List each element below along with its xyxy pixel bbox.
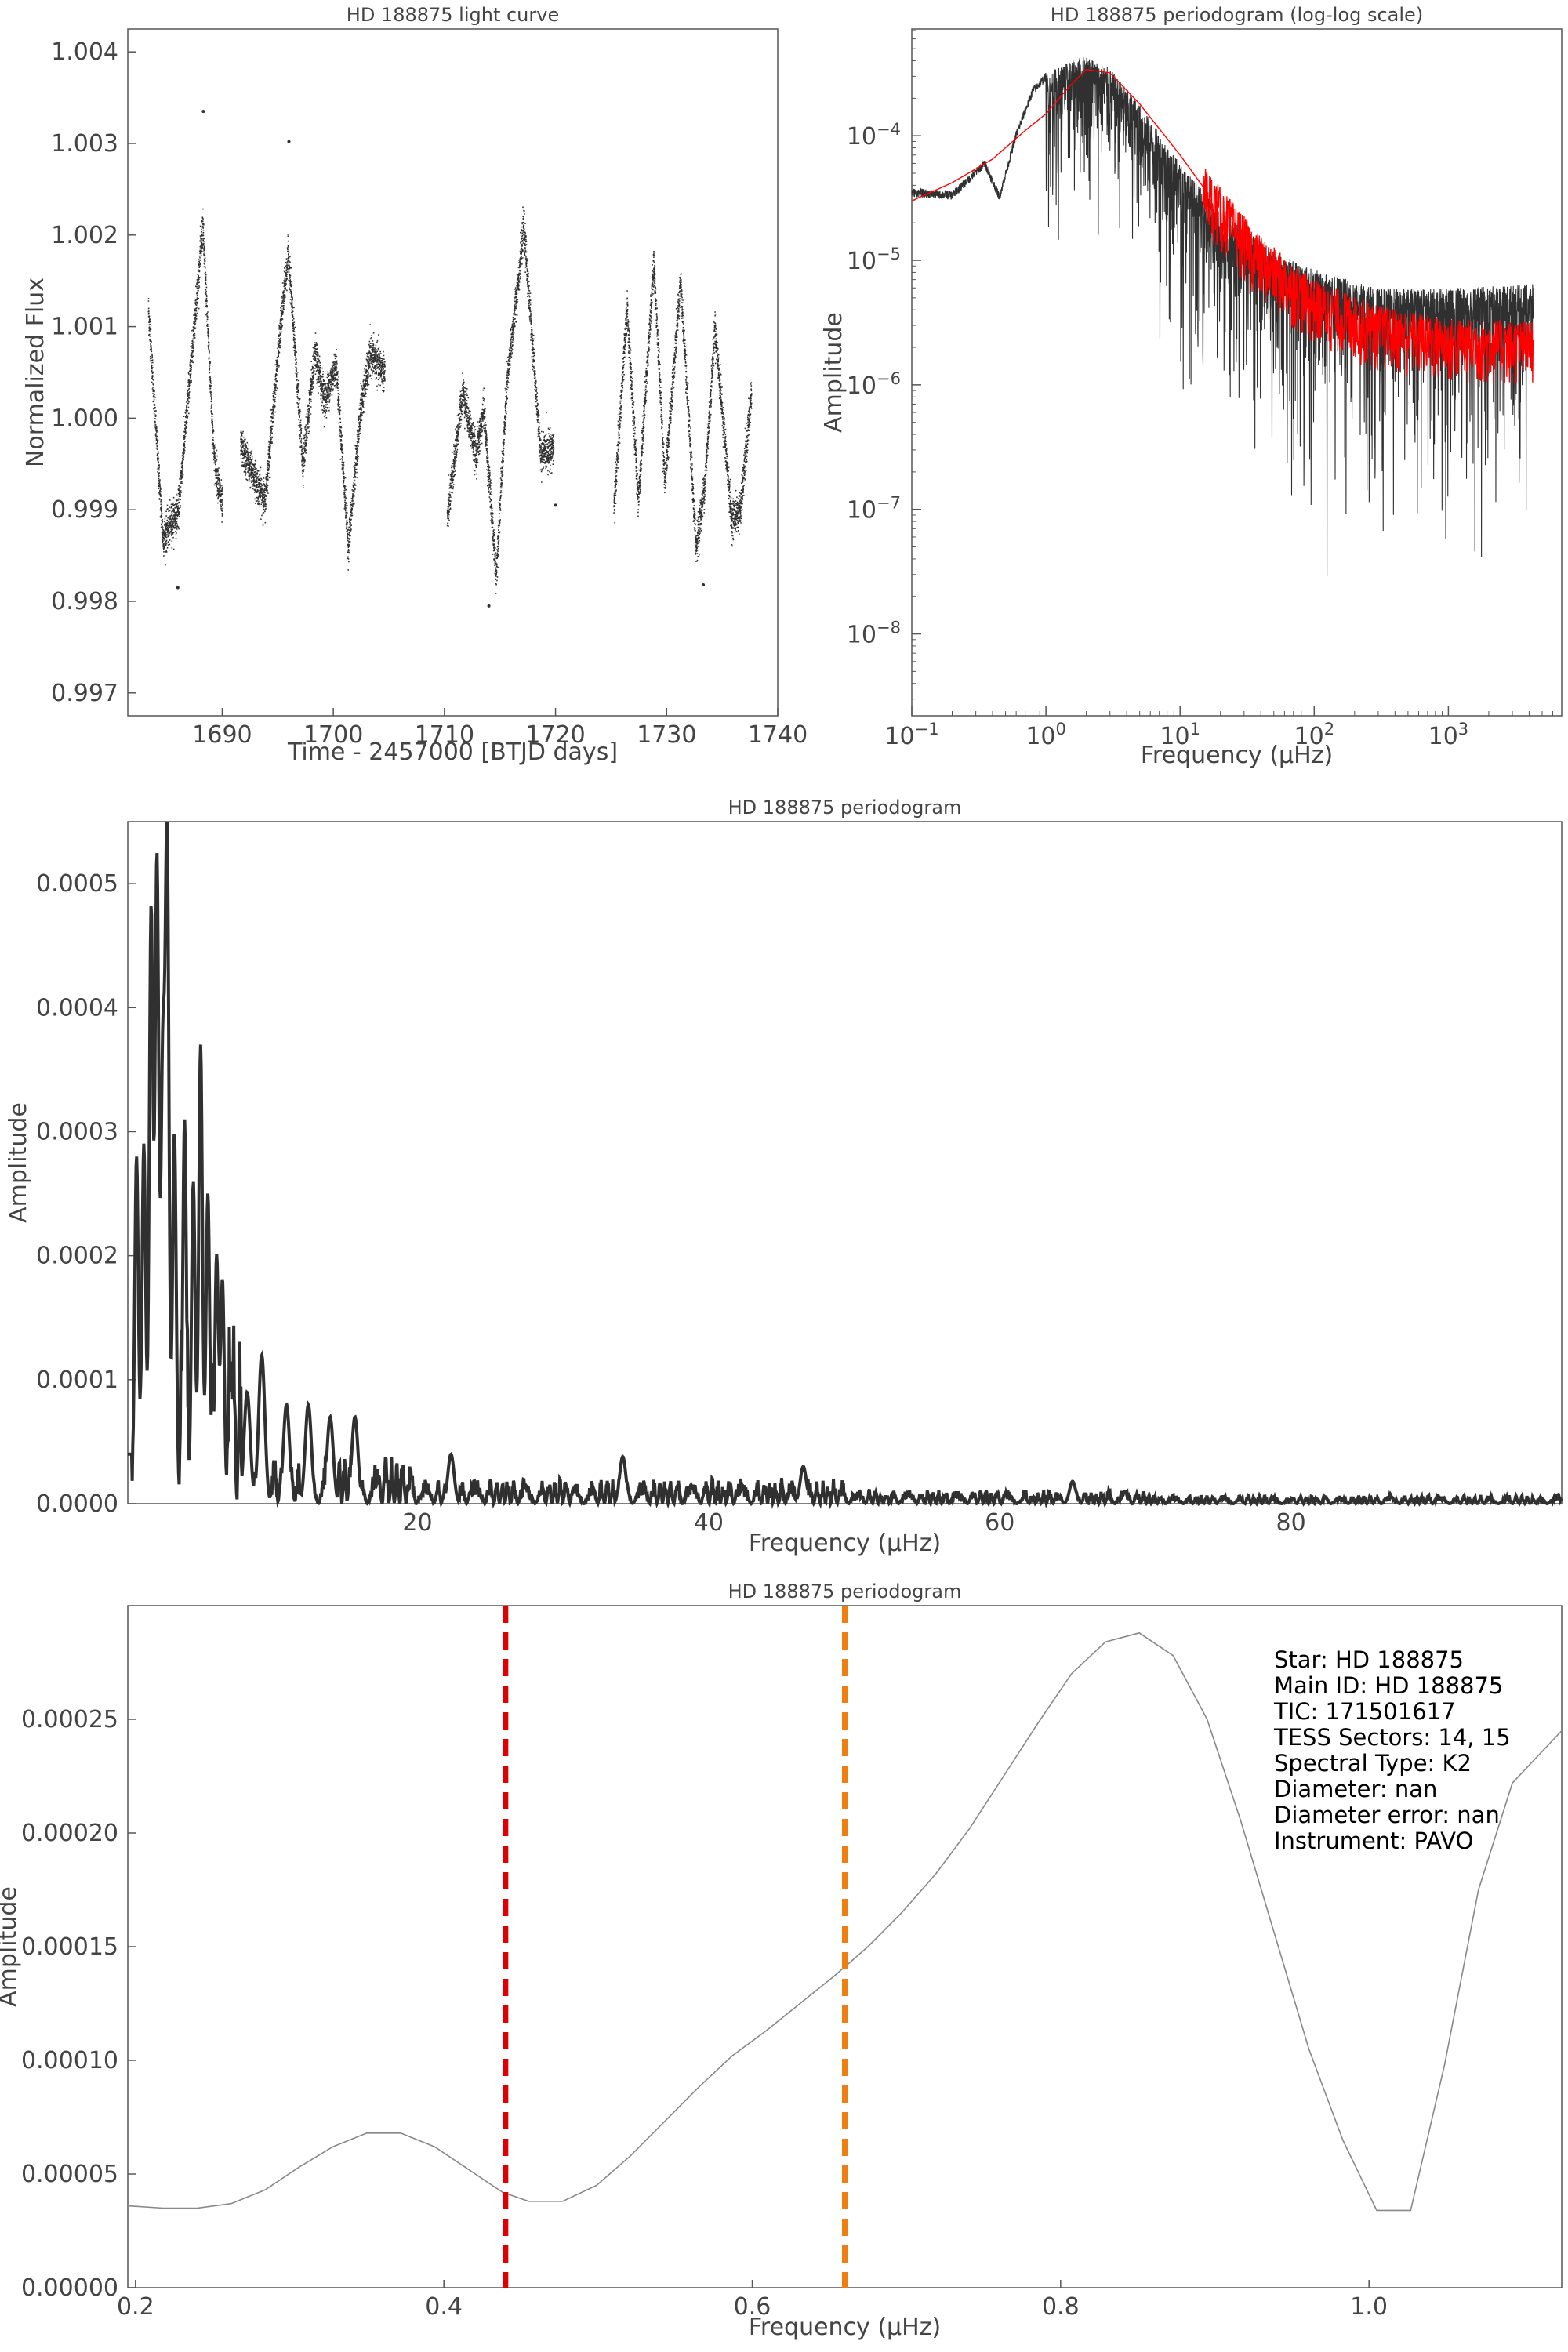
x-tick-label: 102: [1294, 720, 1335, 750]
star-info-line: Instrument: PAVO: [1274, 1828, 1473, 1854]
flux-outlier-point: [176, 586, 180, 590]
y-tick-label: 0.00005: [21, 2161, 118, 2188]
y-tick-label: 0.0005: [36, 870, 118, 898]
y-tick-label: 1.000: [51, 405, 118, 432]
y-tick-label: 0.0001: [36, 1367, 118, 1394]
star-info-line: TIC: 171501617: [1273, 1698, 1456, 1725]
chart-title: HD 188875 periodogram (log-log scale): [1051, 4, 1423, 26]
periodogram-line: [127, 1632, 1563, 2212]
lightcurve-panel: HD 188875 light curve 1690 1700 1710 1720 173…: [22, 4, 808, 766]
y-axis-label: Amplitude: [5, 1102, 32, 1223]
flux-outlier-point: [487, 604, 491, 608]
y-tick-label: 1.004: [51, 38, 118, 66]
x-tick-label: 20: [402, 1509, 432, 1537]
x-axis-label: Frequency (μHz): [749, 2314, 941, 2341]
linear-periodogram-panel: HD 188875 periodogram 20 40 60 80 0.0000 0.000…: [5, 797, 1563, 1557]
flux-outlier-point: [287, 140, 291, 143]
x-tick-label: 1710: [415, 721, 474, 749]
star-info-line: TESS Sectors: 14, 15: [1273, 1724, 1511, 1751]
plot-frame: [127, 28, 779, 717]
y-tick-label: 10−8: [847, 619, 901, 649]
x-tick-label: 10−1: [884, 720, 938, 750]
chart-title: HD 188875 periodogram: [728, 797, 962, 818]
x-tick-label: 0.4: [425, 2293, 463, 2321]
flux-outlier-point: [554, 503, 557, 507]
plot-frame: [127, 821, 1563, 1504]
y-tick-label: 0.00000: [21, 2274, 118, 2302]
x-tick-label: 0.8: [1042, 2293, 1080, 2321]
y-tick-label: 1.001: [51, 314, 118, 341]
y-tick-label: 0.997: [51, 680, 118, 707]
star-info-line: Diameter error: nan: [1274, 1802, 1500, 1828]
chart-title: HD 188875 light curve: [347, 4, 559, 26]
x-tick-label: 1.0: [1350, 2293, 1388, 2321]
y-tick-label: 0.00010: [21, 2047, 118, 2074]
zoom-periodogram-panel: HD 188875 periodogram 0.2 0.4 0.6 0.8 1.0 0.00…: [0, 1581, 1563, 2341]
y-tick-label: 0.0002: [36, 1243, 118, 1270]
smoothed-periodogram-line: [911, 69, 1534, 385]
y-tick-label: 0.00015: [21, 1933, 118, 1961]
x-tick-label: 103: [1428, 720, 1469, 750]
x-tick-label: 1740: [748, 721, 808, 749]
star-info-line: Spectral Type: K2: [1274, 1750, 1472, 1777]
y-tick-label: 1.002: [51, 222, 118, 249]
y-axis-label: Amplitude: [820, 312, 848, 433]
y-tick-label: 0.00025: [21, 1706, 118, 1733]
x-axis-label: Frequency (μHz): [1141, 742, 1333, 769]
y-tick-label: 10−4: [847, 120, 901, 151]
star-info-line: Diameter: nan: [1274, 1776, 1437, 1802]
y-tick-label: 10−7: [847, 494, 901, 524]
x-axis-label: Frequency (μHz): [749, 1530, 941, 1557]
x-tick-label: 0.2: [117, 2293, 154, 2321]
x-tick-label: 1720: [525, 721, 585, 749]
periodogram-line: [128, 821, 1563, 1510]
y-tick-label: 0.998: [51, 588, 118, 615]
x-axis-label: Time - 2457000 [BTJD days]: [287, 739, 618, 766]
y-tick-label: 0.999: [51, 496, 118, 524]
chart-title: HD 188875 periodogram: [728, 1581, 962, 1602]
y-tick-label: 1.003: [51, 130, 118, 158]
x-tick-label: 101: [1160, 720, 1200, 750]
x-tick-label: 1730: [637, 721, 696, 749]
x-tick-label: 40: [694, 1509, 724, 1537]
flux-outlier-point: [702, 583, 706, 586]
x-tick-label: 80: [1276, 1509, 1306, 1537]
star-info-line: Star: HD 188875: [1274, 1646, 1464, 1673]
y-tick-label: 0.00020: [21, 1820, 118, 1847]
y-tick-label: 0.0004: [36, 994, 118, 1022]
x-tick-label: 1700: [303, 721, 363, 749]
star-info-line: Main ID: HD 188875: [1274, 1672, 1503, 1699]
y-tick-label: 10−6: [847, 369, 901, 400]
y-tick-label: 0.0003: [36, 1118, 118, 1145]
loglog-periodogram-panel: HD 188875 periodogram (log-log scale) 10−…: [820, 4, 1563, 769]
flux-outlier-point: [201, 110, 205, 114]
x-tick-label: 1690: [192, 721, 252, 749]
y-axis-label: Normalized Flux: [22, 278, 49, 467]
x-tick-label: 100: [1025, 720, 1066, 750]
y-tick-label: 10−5: [847, 245, 901, 275]
plot-frame: [911, 28, 1563, 717]
y-tick-label: 0.0000: [36, 1490, 118, 1518]
x-tick-label: 0.6: [734, 2293, 771, 2321]
y-axis-label: Amplitude: [0, 1886, 22, 2007]
x-tick-label: 60: [985, 1509, 1014, 1537]
